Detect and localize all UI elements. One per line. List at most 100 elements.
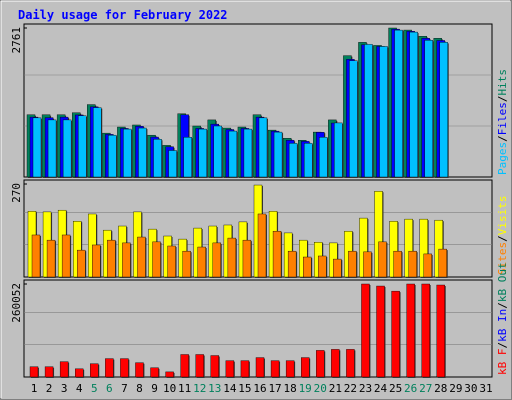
x-tick-label: 2 — [46, 382, 53, 395]
x-tick-label: 17 — [268, 382, 281, 395]
bar — [318, 255, 327, 278]
bar — [92, 244, 101, 278]
bar — [273, 131, 283, 178]
legend-entry: Pages — [496, 142, 509, 175]
y-tick-label: 2761 — [10, 27, 23, 54]
bar — [210, 355, 220, 378]
x-tick-label: 1 — [31, 382, 38, 395]
x-tick-label: 5 — [91, 382, 98, 395]
legend-entry: kB Out — [496, 262, 509, 302]
x-tick-label: 26 — [404, 382, 417, 395]
legend: Sites/Visits — [496, 196, 509, 276]
x-tick-label: 18 — [284, 382, 297, 395]
bar — [62, 119, 72, 178]
bar — [105, 358, 114, 378]
x-tick-label: 9 — [151, 382, 158, 395]
bar — [394, 29, 403, 178]
bar — [255, 357, 265, 378]
x-tick-label: 4 — [76, 382, 83, 395]
bar — [334, 122, 343, 178]
bar — [120, 358, 129, 378]
bar — [257, 213, 267, 278]
bar — [408, 250, 417, 278]
bar — [272, 230, 282, 278]
bar — [165, 371, 174, 378]
bar — [316, 350, 325, 378]
bar — [168, 150, 177, 178]
bar — [376, 285, 385, 378]
x-tick-label: 25 — [389, 382, 402, 395]
x-tick-label: 8 — [136, 382, 143, 395]
bar — [167, 245, 176, 278]
bar — [439, 42, 448, 178]
x-tick-label: 11 — [178, 382, 191, 395]
bar — [319, 137, 328, 178]
x-tick-label: 31 — [479, 382, 492, 395]
bar — [31, 234, 41, 278]
y-tick-label: 270 — [10, 183, 23, 203]
legend-separator: / — [496, 235, 509, 242]
bar — [288, 143, 298, 178]
legend-entry: Files — [496, 102, 509, 135]
bar — [150, 367, 159, 378]
bar — [406, 283, 415, 378]
x-tick-label: 10 — [163, 382, 176, 395]
bar — [423, 253, 432, 278]
bar — [301, 357, 310, 378]
bar — [285, 360, 295, 378]
legend-entry: Visits — [496, 196, 509, 236]
legend-entry: Hits — [496, 69, 509, 96]
legend-entry: kB F — [496, 349, 509, 376]
bar — [303, 256, 312, 278]
bar — [225, 360, 235, 378]
x-tick-label: 22 — [344, 382, 357, 395]
bar — [77, 115, 87, 178]
bar — [304, 143, 313, 178]
bar — [122, 242, 131, 278]
chart-title: Daily usage for February 2022 — [18, 8, 228, 22]
bar — [346, 349, 355, 378]
bar — [348, 250, 357, 278]
bar — [123, 128, 132, 178]
legend-separator: / — [496, 302, 509, 309]
bar — [44, 366, 54, 378]
x-tick-label: 3 — [61, 382, 68, 395]
x-tick-label: 27 — [419, 382, 432, 395]
x-tick-label: 14 — [223, 382, 237, 395]
bar — [331, 349, 340, 378]
bar — [138, 127, 147, 178]
x-tick-label: 19 — [299, 382, 312, 395]
bar — [421, 283, 430, 378]
bar — [59, 361, 69, 378]
bar — [93, 107, 102, 178]
x-tick-label: 30 — [464, 382, 477, 395]
legend: Pages/Files/Hits — [496, 69, 509, 175]
bar — [240, 360, 250, 378]
bar — [107, 239, 116, 278]
legend: kB F/kB In/kB Out — [496, 262, 509, 375]
bar — [379, 46, 388, 178]
bar — [137, 236, 146, 278]
bar — [227, 237, 237, 278]
bar — [74, 368, 84, 378]
bar — [90, 363, 99, 378]
bar — [195, 354, 204, 378]
legend-separator: / — [496, 96, 509, 103]
bar — [258, 117, 268, 178]
bar — [243, 128, 253, 178]
legend-entry: Sites — [496, 242, 509, 275]
x-tick-label: 12 — [193, 382, 206, 395]
legend-separator: / — [496, 135, 509, 142]
bar — [212, 242, 222, 278]
x-tick-label: 20 — [314, 382, 327, 395]
x-tick-label: 7 — [121, 382, 128, 395]
bar — [361, 283, 370, 378]
bar — [108, 134, 117, 178]
x-tick-label: 21 — [329, 382, 342, 395]
bar — [364, 44, 373, 178]
bar — [46, 239, 56, 278]
bar — [349, 60, 358, 178]
bar — [29, 366, 39, 378]
x-tick-label: 29 — [449, 382, 462, 395]
